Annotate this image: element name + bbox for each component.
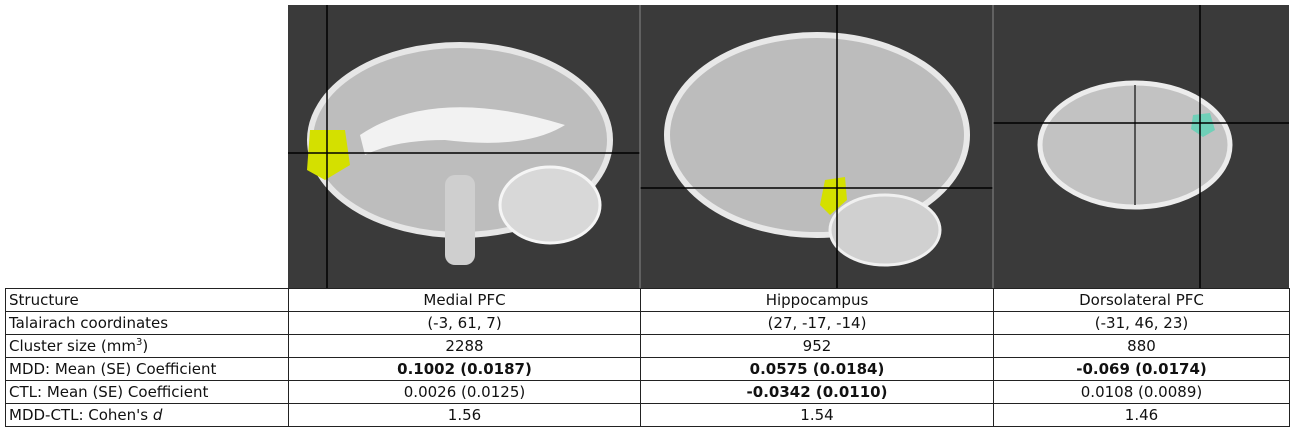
table-cell: 880: [994, 335, 1290, 358]
table-cell: 0.0026 (0.0125): [289, 381, 641, 404]
table-cell: (27, -17, -14): [641, 312, 994, 335]
row-label-text: MDD-CTL: Cohen's: [9, 406, 148, 424]
row-label-end: ): [142, 337, 148, 355]
row-label-text: Talairach coordinates: [9, 314, 168, 332]
table-cell: 1.46: [994, 404, 1290, 427]
header-row: Structure Medial PFC Hippocampus Dorsola…: [6, 289, 1290, 312]
table-cell: 0.0108 (0.0089): [994, 381, 1290, 404]
brain-images: [5, 5, 1289, 288]
table-cell: -0.0342 (0.0110): [641, 381, 994, 404]
column-header: Medial PFC: [289, 289, 641, 312]
table-cell: 0.0575 (0.0184): [641, 358, 994, 381]
table-cell: 2288: [289, 335, 641, 358]
row-label-italic: d: [153, 406, 163, 424]
column-header: Dorsolateral PFC: [994, 289, 1290, 312]
table-body: Structure Medial PFC Hippocampus Dorsola…: [6, 289, 1290, 427]
page: Structure Medial PFC Hippocampus Dorsola…: [0, 0, 1291, 434]
table-cell: -0.069 (0.0174): [994, 358, 1290, 381]
table-cell: 0.1002 (0.0187): [289, 358, 641, 381]
table-row: CTL: Mean (SE) Coefficient 0.0026 (0.0125…: [6, 381, 1290, 404]
table-cell: (-31, 46, 23): [994, 312, 1290, 335]
row-label: Talairach coordinates: [6, 312, 289, 335]
row-label-text: MDD: Mean (SE) Coefficient: [9, 360, 216, 378]
row-label: Cluster size (mm3): [6, 335, 289, 358]
table-cell: (-3, 61, 7): [289, 312, 641, 335]
row-label: CTL: Mean (SE) Coefficient: [6, 381, 289, 404]
row-label: Structure: [6, 289, 289, 312]
figure: Structure Medial PFC Hippocampus Dorsola…: [5, 5, 1289, 427]
row-label-text: CTL: Mean (SE) Coefficient: [9, 383, 208, 401]
table-cell: 1.56: [289, 404, 641, 427]
column-header: Hippocampus: [641, 289, 994, 312]
table-cell: 952: [641, 335, 994, 358]
table-row: Talairach coordinates (-3, 61, 7)(27, -17…: [6, 312, 1290, 335]
table-cell: 1.54: [641, 404, 994, 427]
results-table: Structure Medial PFC Hippocampus Dorsola…: [5, 288, 1290, 427]
row-label-text: Cluster size (mm: [9, 337, 136, 355]
row-label: MDD-CTL: Cohen's d: [6, 404, 289, 427]
table-row: MDD: Mean (SE) Coefficient 0.1002 (0.0187…: [6, 358, 1290, 381]
row-label: MDD: Mean (SE) Coefficient: [6, 358, 289, 381]
